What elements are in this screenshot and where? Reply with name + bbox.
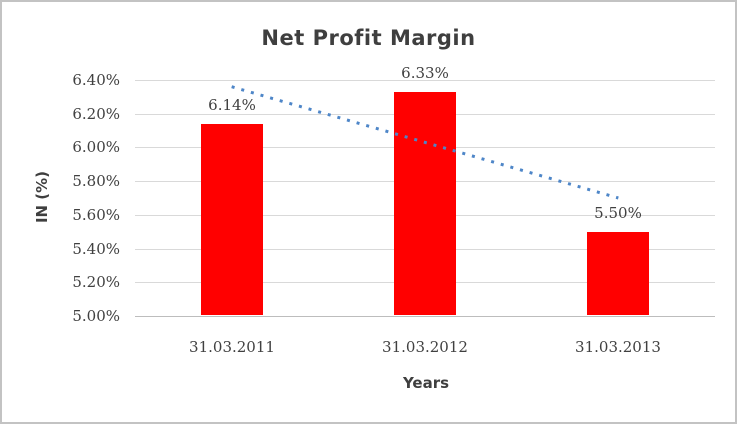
x-category-label: 31.03.2012 (382, 338, 468, 356)
x-category-label: 31.03.2011 (189, 338, 275, 356)
y-tick-label: 5.60% (72, 206, 120, 224)
y-tick-label: 6.00% (72, 138, 120, 156)
y-tick-label: 6.40% (72, 71, 120, 89)
x-axis-title: Years (402, 374, 450, 392)
bar-data-label: 5.50% (594, 204, 642, 222)
chart-title: Net Profit Margin (261, 26, 476, 50)
y-tick-label: 5.20% (72, 273, 120, 291)
bar-31.03.2013 (587, 232, 649, 315)
y-tick-label: 5.00% (72, 307, 120, 325)
y-tick-label: 5.80% (72, 172, 120, 190)
plot-area: 6.40% 6.20% 6.00% 5.80% 5.60% 5.40% 5.20% 5.00%… (72, 64, 715, 356)
x-axis-line (135, 316, 715, 317)
x-category-label: 31.03.2013 (575, 338, 661, 356)
bar-data-label: 6.33% (401, 64, 449, 82)
bar-31.03.2011 (201, 124, 263, 315)
gridline (135, 80, 715, 81)
bar-data-label: 6.14% (208, 96, 256, 114)
y-tick-label: 6.20% (72, 105, 120, 123)
bar-31.03.2012 (394, 92, 456, 315)
y-tick-label: 5.40% (72, 240, 120, 258)
